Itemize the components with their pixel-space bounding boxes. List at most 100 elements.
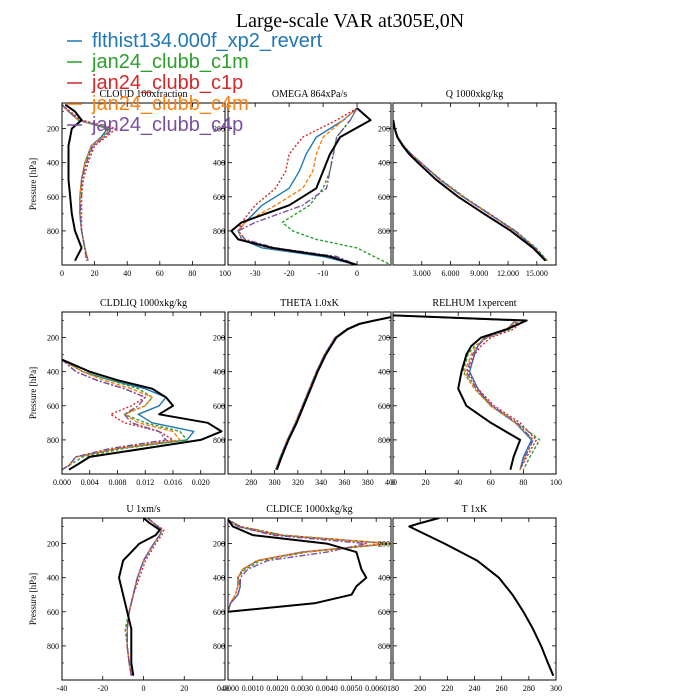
x-tick-label: 0.004 xyxy=(81,478,99,487)
series-line-jan24_clubb_c4m xyxy=(408,518,554,676)
series-line-jan24_clubb_c4p xyxy=(62,359,167,471)
chart-panel-5: THETA 1.0xK 200 400 600 800 280 300 320 340 360 38… xyxy=(213,298,397,487)
x-tick-label: 6.000 xyxy=(442,269,460,278)
y-tick-label: 400 xyxy=(47,574,59,583)
y-tick-label: 800 xyxy=(47,227,59,236)
x-tick-label: 40 xyxy=(123,269,131,278)
chart-panel-1: CLOUD 100xfraction Pressure [hPa] 200 400 60… xyxy=(28,89,231,278)
x-tick-label: 0 xyxy=(391,478,395,487)
x-tick-label: 0.020 xyxy=(192,478,210,487)
legend-label: jan24_clubb_c1m xyxy=(91,51,249,73)
x-tick-label: 40 xyxy=(221,684,229,693)
panel-title: Q 1000xkg/kg xyxy=(446,89,504,100)
x-tick-label: 0.0050 xyxy=(340,684,362,693)
series-line-reference xyxy=(275,316,391,471)
x-tick-label: 260 xyxy=(496,684,508,693)
y-axis-label: Pressure [hPa] xyxy=(28,367,38,419)
series-line-reference xyxy=(230,107,372,265)
series-line-reference xyxy=(393,314,528,470)
y-tick-label: 400 xyxy=(47,159,59,168)
chart-panel-9: T 1xK 200 400 600 800 180 200 220 240 260 280 300 xyxy=(378,504,562,693)
y-tick-label: 200 xyxy=(47,540,59,549)
y-tick-label: 600 xyxy=(213,402,225,411)
x-tick-label: 300 xyxy=(550,684,562,693)
y-axis-label: Pressure [hPa] xyxy=(28,158,38,210)
x-tick-label: 0.0000 xyxy=(217,684,239,693)
series-line-jan24_clubb_c4m xyxy=(237,107,358,265)
x-tick-label: 360 xyxy=(338,478,350,487)
series-group xyxy=(230,107,391,265)
series-line-flthist134.000f_xp2_revert xyxy=(237,107,358,265)
panel-title: OMEGA 864xPa/s xyxy=(272,89,347,100)
series-line-jan24_clubb_c4p xyxy=(408,518,554,676)
x-tick-label: 200 xyxy=(414,684,426,693)
y-tick-label: 800 xyxy=(47,436,59,445)
x-tick-label: 80 xyxy=(519,478,527,487)
x-tick-label: 0.0020 xyxy=(266,684,288,693)
series-group xyxy=(62,103,117,262)
series-line-jan24_clubb_c4p xyxy=(126,518,163,676)
y-tick-label: 600 xyxy=(47,402,59,411)
y-tick-label: 200 xyxy=(47,125,59,134)
series-line-jan24_clubb_c4p xyxy=(228,519,367,612)
y-tick-label: 400 xyxy=(213,574,225,583)
plot-frame xyxy=(227,517,392,681)
y-tick-label: 600 xyxy=(378,402,390,411)
y-tick-label: 400 xyxy=(378,159,390,168)
series-line-jan24_clubb_c4m xyxy=(228,519,390,612)
x-tick-label: -20 xyxy=(284,269,295,278)
x-tick-label: 80 xyxy=(188,269,196,278)
y-tick-label: 200 xyxy=(378,540,390,549)
x-tick-label: 0.008 xyxy=(108,478,126,487)
plot-frame xyxy=(61,311,226,475)
y-tick-label: 800 xyxy=(378,642,390,651)
x-tick-label: 0 xyxy=(142,684,146,693)
x-tick-label: -30 xyxy=(250,269,261,278)
series-line-jan24_clubb_c4p xyxy=(237,107,358,265)
series-line-reference xyxy=(393,119,547,262)
chart-panel-2: OMEGA 864xPa/s 200 400 600 800 -30 -20 -10 0 xyxy=(213,89,392,278)
series-line-jan24_clubb_c1p xyxy=(393,314,538,471)
y-tick-label: 600 xyxy=(378,193,390,202)
y-tick-label: 200 xyxy=(213,540,225,549)
panel-title: CLOUD 100xfraction xyxy=(99,89,187,100)
series-line-jan24_clubb_c1m xyxy=(228,519,391,612)
x-tick-label: 100 xyxy=(219,269,231,278)
series-line-jan24_clubb_c1m xyxy=(393,314,541,471)
series-line-flthist134.000f_xp2_revert xyxy=(393,314,533,470)
series-group xyxy=(228,519,391,613)
y-tick-label: 200 xyxy=(213,125,225,134)
y-tick-label: 600 xyxy=(378,608,390,617)
series-line-jan24_clubb_c1p xyxy=(237,107,358,265)
x-tick-label: 20 xyxy=(422,478,430,487)
y-tick-label: 400 xyxy=(213,159,225,168)
y-tick-label: 200 xyxy=(378,125,390,134)
panel-title: T 1xK xyxy=(462,504,488,515)
series-line-jan24_clubb_c1p xyxy=(408,518,554,676)
x-tick-label: 100 xyxy=(550,478,562,487)
legend-entry: flthist134.000f_xp2_revert xyxy=(67,30,323,52)
panel-title: THETA 1.0xK xyxy=(280,298,339,309)
y-tick-label: 600 xyxy=(47,193,59,202)
panel-title: RELHUM 1xpercent xyxy=(432,298,516,309)
series-line-jan24_clubb_c4m xyxy=(62,359,181,471)
series-group xyxy=(275,316,391,471)
legend-entry: jan24_clubb_c1m xyxy=(67,51,249,73)
x-tick-label: 320 xyxy=(292,478,304,487)
series-line-jan24_clubb_c4p xyxy=(393,314,534,470)
x-tick-label: 20 xyxy=(91,269,99,278)
x-tick-label: 0 xyxy=(355,269,359,278)
y-tick-label: 400 xyxy=(378,574,390,583)
x-tick-label: 3.000 xyxy=(413,269,431,278)
y-tick-label: 800 xyxy=(47,642,59,651)
series-group xyxy=(393,119,548,262)
x-tick-label: 0.0010 xyxy=(242,684,264,693)
x-tick-label: 180 xyxy=(387,684,399,693)
x-tick-label: 60 xyxy=(487,478,495,487)
x-tick-label: 0.000 xyxy=(53,478,71,487)
series-line-jan24_clubb_c4p xyxy=(62,104,114,261)
y-tick-label: 600 xyxy=(213,193,225,202)
chart-panel-7: U 1xm/s Pressure [hPa] 200 400 600 800 -40 -20 0… xyxy=(28,504,229,693)
